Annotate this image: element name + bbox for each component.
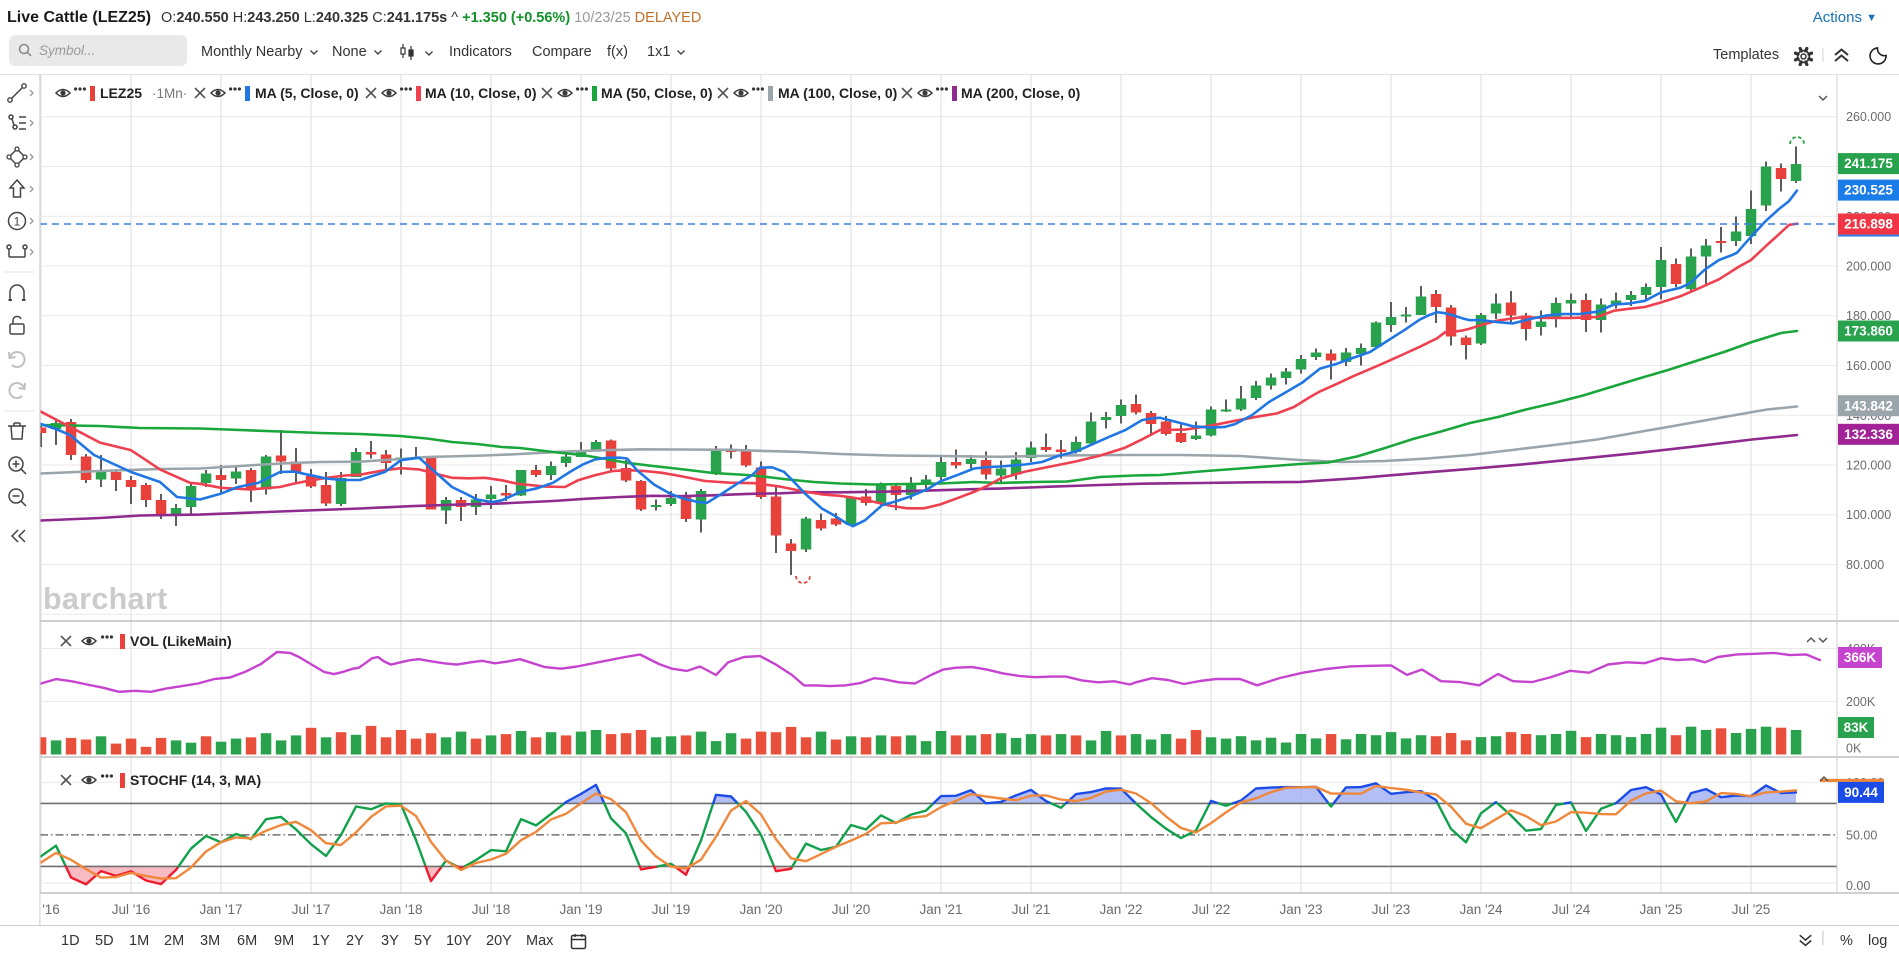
svg-text:Jul '21: Jul '21 bbox=[1012, 902, 1051, 917]
svg-text:Jan '18: Jan '18 bbox=[379, 902, 422, 917]
svg-text:Jul '18: Jul '18 bbox=[472, 902, 511, 917]
svg-text:Jan '24: Jan '24 bbox=[1459, 902, 1503, 917]
svg-text:Jan '25: Jan '25 bbox=[1639, 902, 1682, 917]
svg-text:VOL (LikeMain): VOL (LikeMain) bbox=[130, 633, 232, 649]
svg-text:Jul '23: Jul '23 bbox=[1372, 902, 1411, 917]
svg-text:90.44: 90.44 bbox=[1844, 785, 1878, 800]
svg-text:Jan '21: Jan '21 bbox=[919, 902, 962, 917]
svg-text:MA (10, Close, 0): MA (10, Close, 0) bbox=[425, 85, 537, 101]
svg-text:Jan '17: Jan '17 bbox=[199, 902, 242, 917]
svg-text:Jan '19: Jan '19 bbox=[559, 902, 602, 917]
svg-text:·1Mn·: ·1Mn· bbox=[152, 86, 187, 101]
svg-text:120.000: 120.000 bbox=[1846, 459, 1891, 473]
svg-text:200.000: 200.000 bbox=[1846, 260, 1891, 274]
svg-text:230.525: 230.525 bbox=[1844, 183, 1893, 198]
svg-text:366K: 366K bbox=[1844, 650, 1877, 665]
svg-text:Jan '20: Jan '20 bbox=[739, 902, 782, 917]
svg-text:50.00: 50.00 bbox=[1846, 828, 1877, 842]
svg-text:83K: 83K bbox=[1844, 720, 1869, 735]
svg-text:Jul '24: Jul '24 bbox=[1552, 902, 1591, 917]
svg-text:barchart: barchart bbox=[43, 582, 167, 616]
svg-text:132.336: 132.336 bbox=[1844, 427, 1893, 442]
svg-text:MA (200, Close, 0): MA (200, Close, 0) bbox=[961, 85, 1080, 101]
svg-text:160.000: 160.000 bbox=[1846, 359, 1891, 373]
svg-text:Jul '22: Jul '22 bbox=[1192, 902, 1231, 917]
svg-text:Jul '17: Jul '17 bbox=[292, 902, 331, 917]
svg-text:MA (100, Close, 0): MA (100, Close, 0) bbox=[778, 85, 897, 101]
svg-text:'16: '16 bbox=[42, 902, 60, 917]
svg-text:173.860: 173.860 bbox=[1844, 324, 1893, 339]
svg-text:143.842: 143.842 bbox=[1844, 398, 1893, 413]
svg-text:200K: 200K bbox=[1846, 695, 1876, 709]
svg-text:241.175: 241.175 bbox=[1844, 156, 1893, 171]
svg-text:180.000: 180.000 bbox=[1846, 309, 1891, 323]
svg-text:1: 1 bbox=[14, 215, 21, 229]
svg-text:100.000: 100.000 bbox=[1846, 508, 1891, 522]
svg-text:Jul '16: Jul '16 bbox=[112, 902, 151, 917]
svg-text:Jan '22: Jan '22 bbox=[1099, 902, 1142, 917]
svg-text:LEZ25: LEZ25 bbox=[100, 85, 142, 101]
svg-text:MA (5, Close, 0): MA (5, Close, 0) bbox=[255, 85, 359, 101]
svg-text:80.000: 80.000 bbox=[1846, 558, 1884, 572]
svg-text:0K: 0K bbox=[1846, 742, 1862, 756]
svg-text:Jul '25: Jul '25 bbox=[1732, 902, 1771, 917]
svg-text:Jan '23: Jan '23 bbox=[1279, 902, 1322, 917]
svg-text:Jul '19: Jul '19 bbox=[652, 902, 691, 917]
svg-text:MA (50, Close, 0): MA (50, Close, 0) bbox=[601, 85, 713, 101]
svg-text:216.898: 216.898 bbox=[1844, 217, 1893, 232]
svg-text:Jul '20: Jul '20 bbox=[832, 902, 871, 917]
svg-text:260.000: 260.000 bbox=[1846, 110, 1891, 124]
svg-text:STOCHF (14, 3, MA): STOCHF (14, 3, MA) bbox=[130, 772, 261, 788]
svg-text:0.00: 0.00 bbox=[1846, 879, 1870, 893]
